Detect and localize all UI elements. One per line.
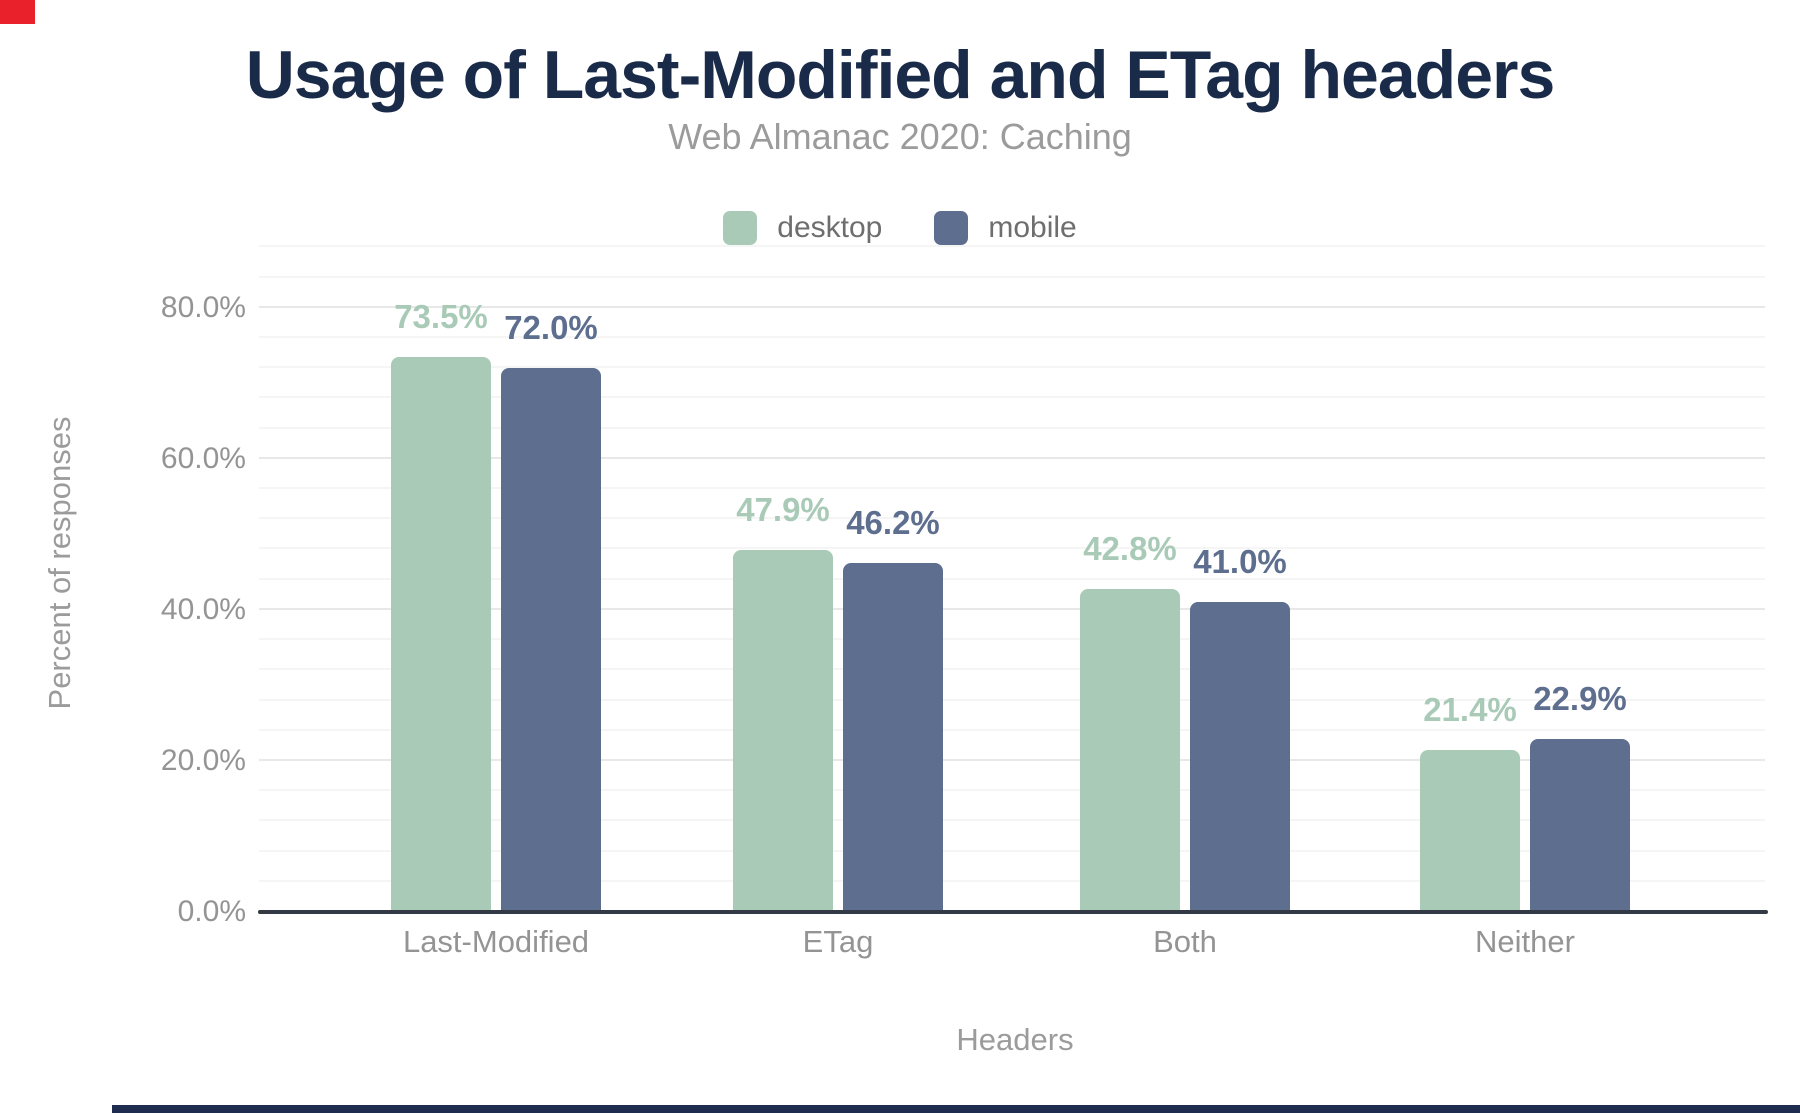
y-tick-label: 0.0% [177,895,246,928]
bar-mobile-neither[interactable] [1530,739,1630,912]
minor-gridline [259,517,1765,520]
value-label-desktop-both: 42.8% [1083,529,1177,567]
plot-area: 73.5% 72.0% 47.9% 46.2% 42.8% 41.0% 21.4% 22.9% [259,245,1765,912]
legend-label-desktop: desktop [777,211,883,244]
chart-title: Usage of Last-Modified and ETag headers [245,37,1556,113]
y-tick-label: 80.0% [160,290,246,324]
minor-gridline [259,335,1765,338]
minor-gridline [259,879,1765,882]
minor-gridline [259,698,1765,701]
legend-item-desktop[interactable]: desktop [723,211,882,245]
x-axis-line [258,910,1768,914]
legend-label-mobile: mobile [988,211,1077,244]
minor-gridline [259,577,1765,580]
recording-marker [0,0,35,24]
major-gridline [259,456,1765,459]
bar-mobile-both[interactable] [1190,602,1290,912]
x-axis-title: Headers [956,1022,1074,1057]
x-tick-label-both: Both [1153,924,1217,959]
bar-mobile-last-modified[interactable] [501,368,601,912]
value-label-desktop-last-modified: 73.5% [394,297,488,335]
mobile-swatch-icon [934,211,969,245]
minor-gridline [259,426,1765,429]
minor-gridline [259,638,1765,641]
footer-progress-bar [112,1105,1800,1113]
value-label-mobile-etag: 46.2% [846,504,940,542]
x-tick-label-last-modified: Last-Modified [402,924,590,959]
minor-gridline [259,547,1765,550]
value-label-desktop-etag: 47.9% [736,491,830,529]
legend: desktop mobile [0,208,1800,248]
y-tick-label: 20.0% [160,743,246,777]
y-tick-label: 40.0% [160,592,246,626]
minor-gridline [259,366,1765,369]
value-label-mobile-last-modified: 72.0% [504,309,598,347]
minor-gridline [259,849,1765,852]
minor-gridline [259,275,1765,278]
x-tick-label-neither: Neither [1475,924,1575,959]
value-label-mobile-both: 41.0% [1193,543,1287,581]
value-label-desktop-neither: 21.4% [1423,691,1517,729]
bar-mobile-etag[interactable] [843,563,943,912]
minor-gridline [259,819,1765,822]
minor-gridline [259,789,1765,792]
value-label-mobile-neither: 22.9% [1533,680,1627,718]
bar-desktop-both[interactable] [1080,588,1180,912]
major-gridline [259,305,1765,308]
minor-gridline [259,728,1765,731]
desktop-swatch-icon [723,211,758,245]
bar-desktop-neither[interactable] [1420,750,1520,912]
y-tick-label: 60.0% [160,441,246,475]
bar-desktop-last-modified[interactable] [391,356,491,912]
minor-gridline [259,396,1765,399]
minor-gridline [259,487,1765,490]
major-gridline [259,607,1765,610]
chart-subtitle: Web Almanac 2020: Caching [668,116,1132,157]
legend-item-mobile[interactable]: mobile [934,211,1077,245]
x-tick-label-etag: ETag [802,924,874,959]
minor-gridline [259,245,1765,248]
bar-desktop-etag[interactable] [733,550,833,912]
minor-gridline [259,668,1765,671]
major-gridline [259,758,1765,761]
